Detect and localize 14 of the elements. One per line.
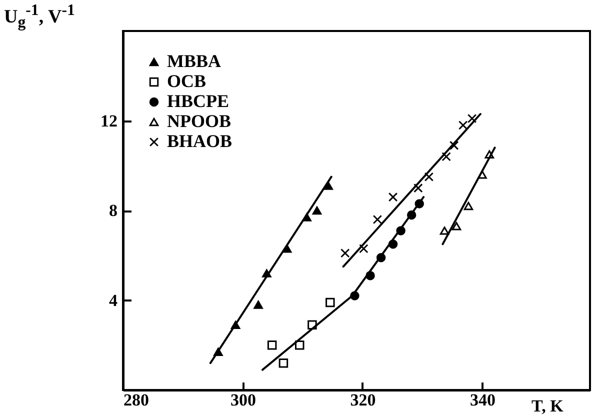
legend-label: OCB [167, 71, 206, 91]
legend-label: MBBA [167, 51, 221, 71]
x-tick-label: 280 [124, 390, 149, 410]
x-axis-title: T, K [532, 396, 564, 416]
y-tick-label: 8 [109, 201, 118, 220]
y-tick-label: 12 [100, 111, 118, 130]
y-tick-label: 4 [109, 290, 118, 310]
x-tick-label: 320 [350, 390, 376, 410]
legend-label: BHAOB [167, 131, 232, 151]
x-tick-label: 300 [230, 390, 256, 410]
x-tick-label: 340 [470, 390, 496, 410]
y-axis-title: U$_{g}$$^{-1}$, V$^{-1}$ [4, 2, 75, 32]
legend-label: HBCPE [167, 91, 230, 111]
legend-label: NPOOB [167, 111, 232, 131]
